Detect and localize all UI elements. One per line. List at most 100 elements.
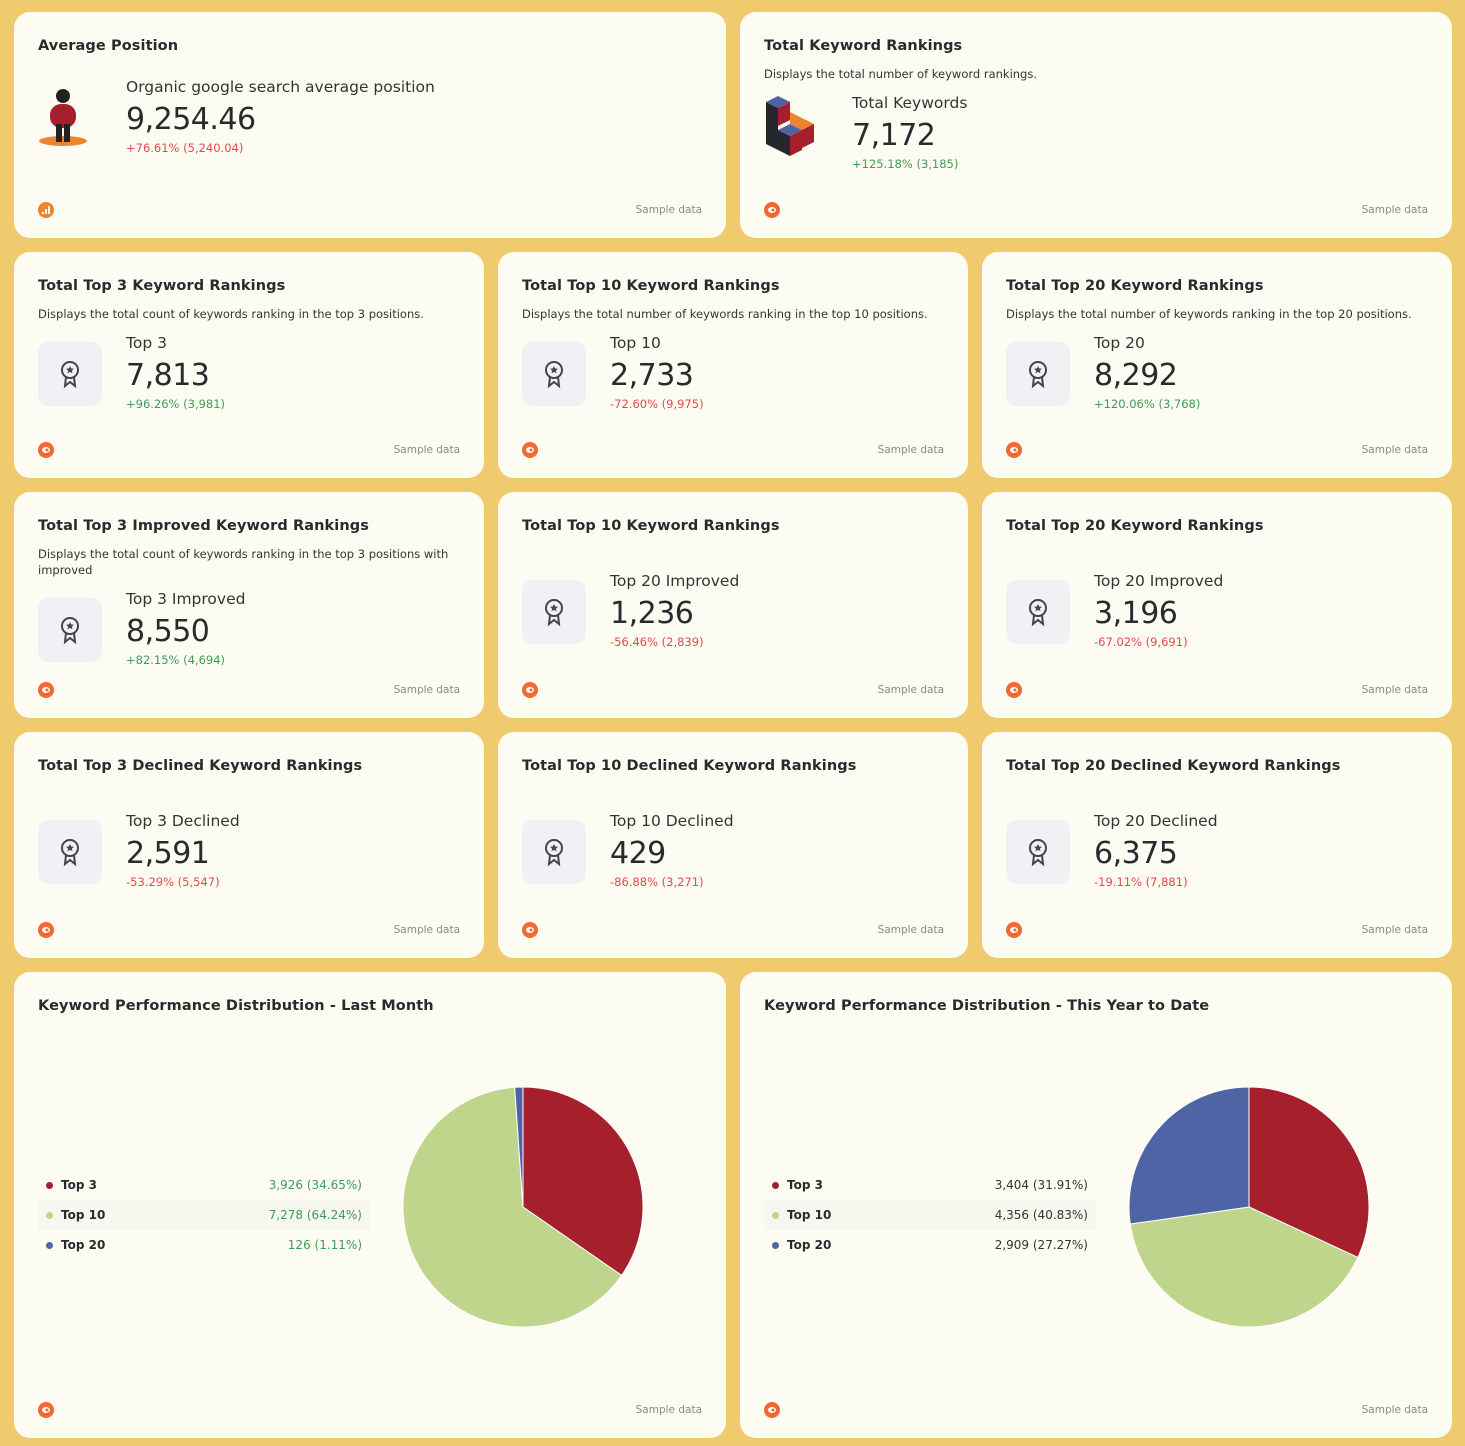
semrush-icon[interactable] (522, 682, 538, 698)
card-title: Total Top 20 Keyword Rankings (1006, 278, 1264, 294)
metric-card: Total Top 10 Declined Keyword Rankings To… (498, 732, 968, 958)
pie-slice-top-20[interactable] (1128, 1086, 1250, 1225)
metric-text: Top 20 Declined 6,375 -19.11% (7,881) (1094, 812, 1218, 889)
legend-value: 4,356 (40.83%) (994, 1208, 1088, 1222)
pie-slice-top-10[interactable] (1129, 1206, 1359, 1328)
semrush-icon[interactable] (764, 1402, 780, 1418)
card-footer: Sample data (38, 442, 460, 458)
legend-label: Top 3 (61, 1178, 97, 1192)
legend-item[interactable]: Top 20 2,909 (27.27%) (764, 1230, 1096, 1260)
metric-body: Top 10 Declined 429 -86.88% (3,271) (522, 812, 944, 889)
pie-slice-top-10[interactable] (402, 1086, 623, 1328)
semrush-icon[interactable] (38, 1402, 54, 1418)
pie-chart-card: Keyword Performance Distribution - Last … (14, 972, 726, 1438)
metric-body: Top 3 Improved 8,550 +82.15% (4,694) (38, 590, 460, 667)
card-title: Total Top 3 Keyword Rankings (38, 278, 286, 294)
card-footer: Sample data (764, 1402, 1428, 1418)
metric-value: 3,196 (1094, 596, 1178, 631)
metric-change: -19.11% (7,881) (1094, 875, 1188, 889)
legend-label: Top 10 (61, 1208, 106, 1222)
metric-change: +125.18% (3,185) (852, 157, 959, 171)
sample-data-label: Sample data (635, 204, 702, 216)
metric-value: 7,172 (852, 118, 936, 153)
legend-swatch (772, 1181, 779, 1189)
metric-card: Total Top 10 Keyword Rankings Displays th… (498, 252, 968, 478)
card-description: Displays the total number of keyword ran… (764, 67, 1038, 81)
metric-label: Top 20 (1094, 334, 1145, 352)
card-title: Total Top 10 Keyword Rankings (522, 278, 780, 294)
sample-data-label: Sample data (877, 684, 944, 696)
metric-card: Total Top 3 Declined Keyword Rankings Top… (14, 732, 484, 958)
card-footer: Sample data (522, 682, 944, 698)
analytics-icon[interactable] (38, 202, 54, 218)
metric-award-icon (38, 598, 102, 662)
card-title: Average Position (38, 38, 179, 54)
metric-value: 7,813 (126, 358, 210, 393)
metric-award-icon (522, 342, 586, 406)
legend-value: 3,926 (34.65%) (268, 1178, 362, 1192)
legend-swatch (772, 1241, 779, 1249)
legend-item[interactable]: Top 20 126 (1.11%) (38, 1230, 370, 1260)
metric-change: -72.60% (9,975) (610, 397, 704, 411)
sample-data-label: Sample data (1361, 684, 1428, 696)
legend-swatch (46, 1181, 53, 1189)
pie-slice-top-20[interactable] (514, 1086, 524, 1208)
legend-item[interactable]: Top 3 3,404 (31.91%) (764, 1170, 1096, 1200)
semrush-icon[interactable] (38, 442, 54, 458)
card-footer: Sample data (1006, 682, 1428, 698)
legend-item[interactable]: Top 10 7,278 (64.24%) (38, 1200, 370, 1230)
metric-change: +120.06% (3,768) (1094, 397, 1201, 411)
card-footer: Sample data (38, 922, 460, 938)
legend-swatch (46, 1211, 53, 1219)
metric-body: Top 20 Declined 6,375 -19.11% (7,881) (1006, 812, 1428, 889)
semrush-icon[interactable] (38, 922, 54, 938)
card-description: Displays the total count of keywords ran… (38, 547, 449, 577)
pie-slice-top-3[interactable] (522, 1086, 644, 1277)
metric-text: Organic google search average position 9,… (126, 78, 435, 155)
metric-text: Total Keywords 7,172 +125.18% (3,185) (852, 94, 967, 171)
metric-award-icon (522, 820, 586, 884)
pie-slice-top-3[interactable] (1248, 1086, 1370, 1259)
card-footer: Sample data (522, 922, 944, 938)
metric-value: 429 (610, 836, 666, 871)
metric-label: Total Keywords (852, 94, 968, 112)
semrush-icon[interactable] (764, 202, 780, 218)
semrush-icon[interactable] (38, 682, 54, 698)
legend-value: 126 (1.11%) (287, 1238, 362, 1252)
legend-item[interactable]: Top 10 4,356 (40.83%) (764, 1200, 1096, 1230)
metric-change: -53.29% (5,547) (126, 875, 220, 889)
legend-swatch (772, 1211, 779, 1219)
metric-label: Top 20 Improved (610, 572, 740, 590)
card-footer: Sample data (38, 682, 460, 698)
metric-card: Average Position Organic google search av… (14, 12, 726, 238)
metric-label: Top 20 Declined (1094, 812, 1218, 830)
metric-award-icon (38, 820, 102, 884)
card-footer: Sample data (1006, 922, 1428, 938)
semrush-icon[interactable] (522, 442, 538, 458)
metric-change: -56.46% (2,839) (610, 635, 704, 649)
pie-chart-card: Keyword Performance Distribution - This … (740, 972, 1452, 1438)
legend-label: Top 3 (787, 1178, 823, 1192)
semrush-icon[interactable] (1006, 442, 1022, 458)
card-footer: Sample data (1006, 442, 1428, 458)
metric-label: Top 3 Declined (126, 812, 240, 830)
card-description: Displays the total number of keywords ra… (522, 307, 928, 321)
legend-label: Top 10 (787, 1208, 832, 1222)
card-title: Total Top 20 Declined Keyword Rankings (1006, 758, 1341, 774)
card-footer: Sample data (522, 442, 944, 458)
metric-label: Top 20 Improved (1094, 572, 1224, 590)
metric-value: 2,733 (610, 358, 694, 393)
metric-body: Top 20 8,292 +120.06% (3,768) (1006, 334, 1428, 411)
metric-blocks-icon (764, 94, 828, 162)
metric-value: 8,292 (1094, 358, 1178, 393)
metric-change: +76.61% (5,240.04) (126, 141, 244, 155)
semrush-icon[interactable] (522, 922, 538, 938)
metric-award-icon (522, 580, 586, 644)
semrush-icon[interactable] (1006, 922, 1022, 938)
sample-data-label: Sample data (877, 924, 944, 936)
semrush-icon[interactable] (1006, 682, 1022, 698)
metric-text: Top 3 Improved 8,550 +82.15% (4,694) (126, 590, 245, 667)
metric-value: 9,254.46 (126, 102, 256, 137)
metric-change: +82.15% (4,694) (126, 653, 226, 667)
legend-item[interactable]: Top 3 3,926 (34.65%) (38, 1170, 370, 1200)
